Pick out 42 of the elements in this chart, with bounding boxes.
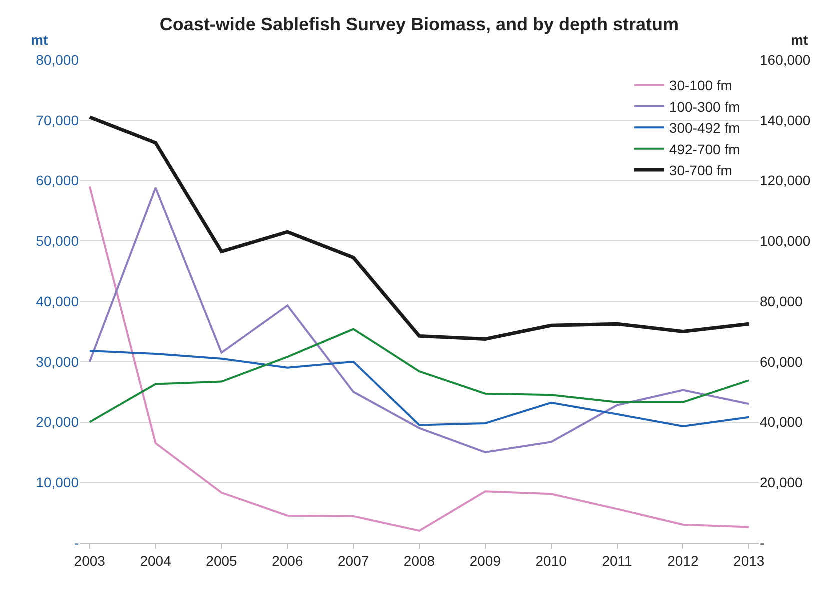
y-tick-label: 70,000	[36, 112, 80, 128]
x-tick-label: 2007	[338, 552, 370, 569]
x-tick-label: 2010	[536, 552, 568, 569]
x-tick-label: 2005	[206, 552, 238, 569]
y2-tick-label: 80,000	[760, 293, 804, 310]
legend-label: 492-700 fm	[669, 141, 740, 158]
y2-tick-label: -	[760, 534, 765, 551]
x-tick-label: 2009	[470, 552, 502, 569]
y-tick-label: 40,000	[36, 293, 80, 310]
legend-label: 30-100 fm	[669, 78, 732, 94]
y2-tick-label: 60,000	[760, 354, 804, 370]
legend-label: 30-700 fm	[669, 162, 732, 179]
x-tick-label: 2013	[734, 552, 765, 569]
x-tick-label: 2006	[272, 552, 304, 569]
y-tick-label: 30,000	[36, 354, 80, 370]
y-tick-label: 20,000	[36, 414, 80, 430]
y-tick-label: 80,000	[36, 52, 80, 68]
line-series	[88, 328, 750, 424]
y-axis-title: mt	[31, 32, 48, 48]
y2-tick-label: 40,000	[760, 414, 804, 430]
x-tick-label: 2003	[74, 552, 106, 569]
y2-tick-label: 140,000	[760, 112, 811, 128]
x-tick-label: 2012	[668, 552, 699, 569]
y-tick-label: 60,000	[36, 172, 80, 189]
y-tick-label: -	[74, 534, 80, 551]
y2-tick-label: 100,000	[760, 233, 811, 250]
chart-title: Coast-wide Sablefish Survey Biomass, and by depth stratum	[160, 14, 680, 34]
x-tick-label: 2004	[140, 552, 172, 569]
y-tick-label: 50,000	[36, 233, 80, 250]
y2-axis-title: mt	[791, 32, 808, 48]
y-tick-label: 10,000	[36, 474, 80, 491]
legend-label: 100-300 fm	[669, 98, 740, 115]
line-series	[88, 116, 751, 341]
y2-tick-label: 20,000	[760, 474, 804, 491]
x-tick-label: 2008	[404, 552, 436, 569]
x-tick-label: 2011	[602, 552, 633, 569]
y2-tick-label: 120,000	[760, 172, 811, 189]
line-series	[88, 350, 750, 428]
line-series	[88, 187, 750, 454]
y2-tick-label: 160,000	[760, 52, 811, 68]
line-series	[88, 186, 750, 532]
legend-label: 300-492 fm	[669, 120, 740, 136]
